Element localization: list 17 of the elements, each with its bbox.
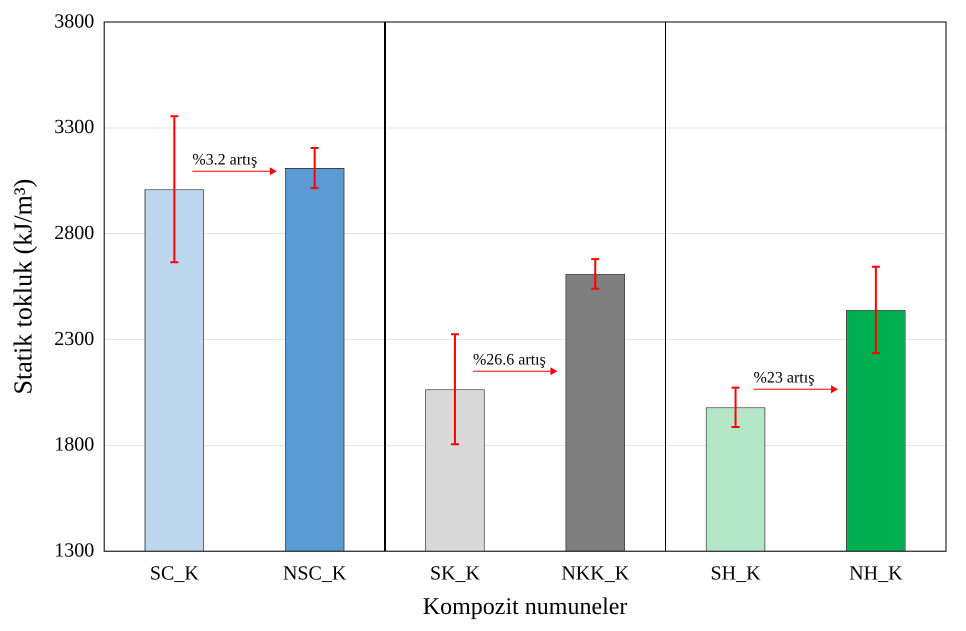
x-tick-label: SC_K [150, 562, 200, 584]
annotation: %26.6 artış [472, 351, 546, 368]
y-tick-label: 3300 [54, 116, 94, 138]
y-tick-label: 2300 [54, 328, 94, 350]
annotation: %3.2 artış [192, 151, 258, 168]
x-axis-title: Kompozit numuneler [422, 594, 628, 620]
y-tick-label: 1300 [54, 539, 94, 562]
y-tick-label: 1800 [54, 434, 94, 456]
annotation: %23 artış [754, 369, 814, 386]
x-tick-label: NKK_K [561, 562, 630, 584]
x-tick-label: NH_K [849, 562, 904, 584]
y-tick-label: 3800 [54, 10, 94, 32]
x-tick-label: SH_K [710, 562, 762, 584]
y-tick-label: 2800 [54, 222, 94, 244]
x-tick-label: SK_K [430, 562, 481, 584]
y-axis-title: Statik tokluk (kJ/m³) [8, 178, 38, 394]
x-tick-label: NSC_K [282, 562, 347, 584]
